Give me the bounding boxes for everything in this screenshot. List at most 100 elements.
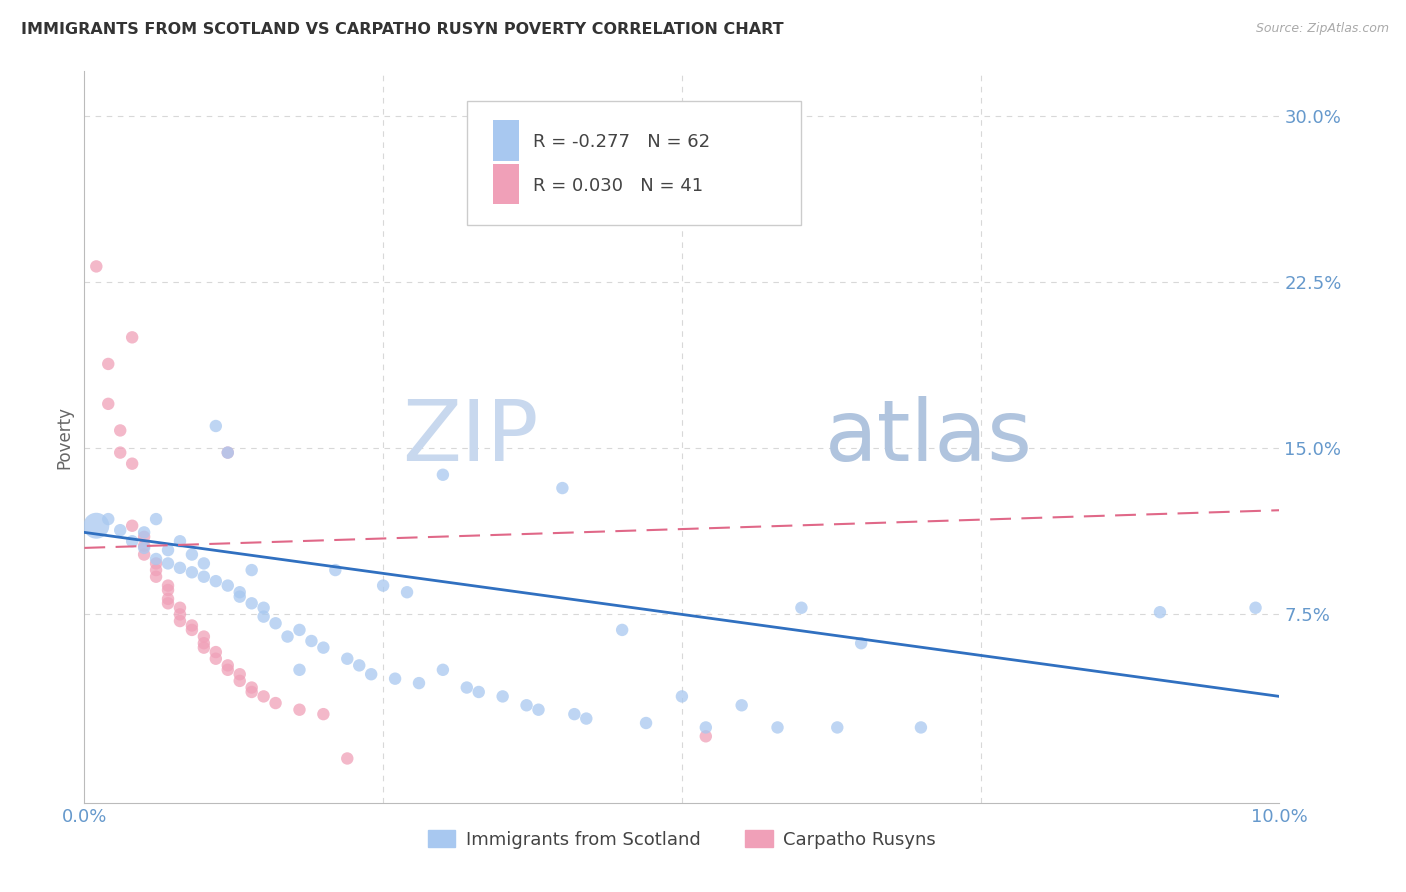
- Point: [695, 729, 717, 743]
- Point: [288, 623, 311, 637]
- Point: [349, 658, 371, 673]
- Point: [181, 623, 204, 637]
- Point: [695, 721, 717, 735]
- Point: [384, 672, 406, 686]
- Point: [181, 548, 204, 562]
- Point: [516, 698, 538, 713]
- Point: [228, 667, 252, 681]
- Point: [492, 690, 515, 704]
- Point: [1244, 600, 1267, 615]
- Point: [193, 630, 215, 644]
- Point: [217, 658, 239, 673]
- Point: [169, 561, 191, 575]
- Point: [169, 614, 191, 628]
- Point: [132, 548, 156, 562]
- Point: [312, 707, 335, 722]
- FancyBboxPatch shape: [467, 101, 801, 225]
- Point: [264, 696, 287, 710]
- Point: [910, 721, 932, 735]
- Point: [121, 518, 143, 533]
- Point: [456, 681, 478, 695]
- Point: [1149, 605, 1171, 619]
- Legend: Immigrants from Scotland, Carpatho Rusyns: Immigrants from Scotland, Carpatho Rusyn…: [420, 823, 943, 856]
- Point: [121, 330, 143, 344]
- Point: [228, 673, 252, 688]
- Point: [157, 557, 180, 571]
- Point: [181, 618, 204, 632]
- Point: [325, 563, 347, 577]
- Point: [564, 707, 586, 722]
- Point: [612, 623, 634, 637]
- Text: IMMIGRANTS FROM SCOTLAND VS CARPATHO RUSYN POVERTY CORRELATION CHART: IMMIGRANTS FROM SCOTLAND VS CARPATHO RUS…: [21, 22, 783, 37]
- Point: [121, 534, 143, 549]
- Point: [228, 590, 252, 604]
- Point: [827, 721, 849, 735]
- Point: [551, 481, 574, 495]
- Point: [193, 640, 215, 655]
- Point: [527, 703, 550, 717]
- Point: [408, 676, 430, 690]
- Point: [240, 685, 263, 699]
- FancyBboxPatch shape: [494, 120, 519, 161]
- Point: [157, 596, 180, 610]
- Point: [169, 607, 191, 622]
- Point: [132, 525, 156, 540]
- Point: [671, 690, 693, 704]
- Point: [396, 585, 419, 599]
- Point: [301, 634, 323, 648]
- Point: [766, 721, 789, 735]
- Point: [110, 445, 132, 459]
- Point: [132, 530, 156, 544]
- Point: [217, 578, 239, 592]
- Point: [636, 716, 658, 731]
- Point: [132, 541, 156, 555]
- Point: [851, 636, 873, 650]
- Point: [288, 703, 311, 717]
- Point: [228, 585, 252, 599]
- Point: [360, 667, 382, 681]
- Point: [288, 663, 311, 677]
- Point: [205, 651, 228, 665]
- Point: [217, 445, 239, 459]
- Point: [264, 616, 287, 631]
- Point: [169, 600, 191, 615]
- Point: [145, 557, 167, 571]
- Point: [132, 539, 156, 553]
- Point: [217, 663, 239, 677]
- Point: [240, 596, 263, 610]
- Point: [86, 518, 108, 533]
- Point: [157, 578, 180, 592]
- Point: [145, 552, 167, 566]
- Point: [121, 457, 143, 471]
- Text: R = -0.277   N = 62: R = -0.277 N = 62: [533, 133, 710, 152]
- Point: [97, 357, 120, 371]
- Point: [575, 712, 598, 726]
- Point: [240, 681, 263, 695]
- Point: [181, 566, 204, 580]
- Point: [253, 690, 276, 704]
- Y-axis label: Poverty: Poverty: [55, 406, 73, 468]
- Point: [790, 600, 813, 615]
- Point: [336, 751, 359, 765]
- Text: Source: ZipAtlas.com: Source: ZipAtlas.com: [1256, 22, 1389, 36]
- Point: [193, 636, 215, 650]
- Point: [97, 512, 120, 526]
- Point: [169, 534, 191, 549]
- Point: [205, 645, 228, 659]
- Point: [312, 640, 335, 655]
- Point: [145, 512, 167, 526]
- Point: [205, 419, 228, 434]
- Point: [193, 570, 215, 584]
- Point: [157, 591, 180, 606]
- Point: [217, 445, 239, 459]
- Point: [145, 563, 167, 577]
- Point: [253, 600, 276, 615]
- Point: [145, 570, 167, 584]
- Point: [157, 582, 180, 597]
- Point: [432, 467, 454, 482]
- Point: [157, 543, 180, 558]
- Text: atlas: atlas: [825, 395, 1033, 479]
- Point: [731, 698, 754, 713]
- Point: [277, 630, 299, 644]
- Point: [253, 609, 276, 624]
